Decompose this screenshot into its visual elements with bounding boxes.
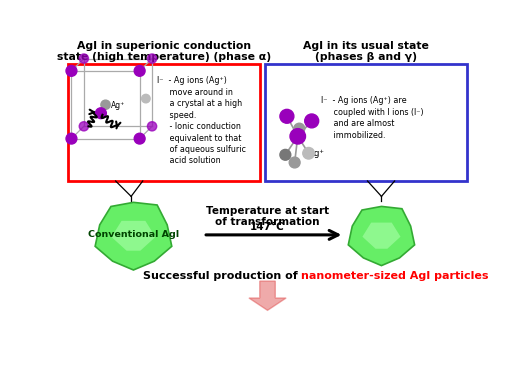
Text: Successful production of: Successful production of [143, 272, 301, 281]
Circle shape [147, 54, 157, 63]
Circle shape [303, 147, 314, 159]
Circle shape [289, 157, 300, 168]
Text: AgI in its usual state
(phases β and γ): AgI in its usual state (phases β and γ) [303, 41, 429, 62]
Text: Conventional AgI: Conventional AgI [88, 230, 179, 239]
Circle shape [134, 66, 145, 76]
Circle shape [147, 122, 157, 131]
Text: 147°C: 147°C [250, 222, 285, 232]
Circle shape [66, 133, 77, 144]
Circle shape [280, 109, 294, 123]
Circle shape [280, 149, 291, 160]
FancyBboxPatch shape [265, 64, 468, 181]
Text: Ag⁺: Ag⁺ [111, 101, 125, 110]
Circle shape [96, 108, 106, 119]
Circle shape [101, 100, 110, 109]
Circle shape [66, 66, 77, 76]
Text: AgI in superionic conduction
state (high temperature) (phase α): AgI in superionic conduction state (high… [56, 41, 271, 62]
FancyBboxPatch shape [67, 64, 260, 181]
Polygon shape [362, 223, 400, 249]
Text: nanometer-sized AgI particles: nanometer-sized AgI particles [301, 272, 489, 281]
FancyArrow shape [249, 281, 286, 310]
Polygon shape [348, 206, 414, 266]
Text: Ag⁺: Ag⁺ [310, 149, 325, 158]
Circle shape [305, 114, 318, 128]
Polygon shape [112, 221, 156, 251]
Circle shape [79, 122, 89, 131]
Circle shape [141, 94, 150, 103]
Text: Temperature at start
of transformation: Temperature at start of transformation [206, 206, 329, 227]
Polygon shape [95, 202, 172, 270]
Text: I⁻  - Ag ions (Ag⁺) are
     coupled with I ions (I⁻)
     and are almost
     i: I⁻ - Ag ions (Ag⁺) are coupled with I io… [321, 96, 424, 140]
Circle shape [134, 133, 145, 144]
Circle shape [294, 123, 305, 134]
Circle shape [79, 54, 89, 63]
Circle shape [290, 128, 305, 144]
Text: I⁻  - Ag ions (Ag⁺)
     move around in
     a crystal at a high
     speed.
   : I⁻ - Ag ions (Ag⁺) move around in a crys… [157, 76, 246, 165]
